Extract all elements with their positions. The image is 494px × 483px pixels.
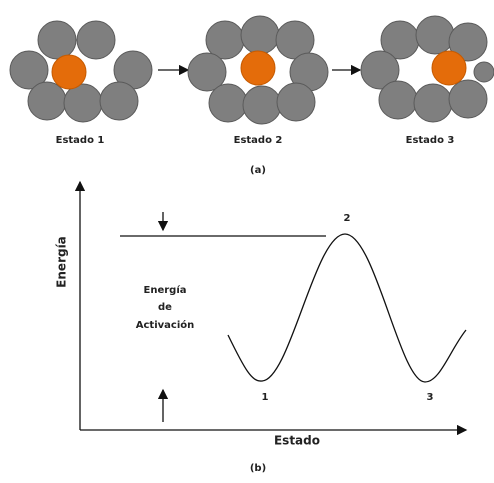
y-axis-label: Energía — [55, 236, 69, 288]
annotation: Activación — [136, 319, 195, 331]
caption: (a) — [250, 165, 266, 176]
diagram: Estado 1 Estado 2 Estado 3 (a) Energía E… — [0, 0, 494, 483]
state-label: Estado 3 — [406, 135, 455, 146]
state-label: Estado 2 — [234, 135, 283, 146]
state-label: Estado 1 — [56, 135, 105, 146]
atom-cluster — [188, 16, 328, 124]
atom-cluster — [361, 16, 494, 122]
caption: (b) — [250, 463, 266, 474]
point-label: 2 — [344, 213, 351, 224]
point-label: 1 — [262, 392, 269, 403]
x-axis-label: Estado — [274, 434, 320, 448]
atom-cluster — [10, 21, 152, 122]
annotation: Energía — [144, 284, 187, 296]
point-label: 3 — [427, 392, 434, 403]
annotation: de — [158, 302, 172, 313]
energy-curve — [228, 234, 466, 382]
